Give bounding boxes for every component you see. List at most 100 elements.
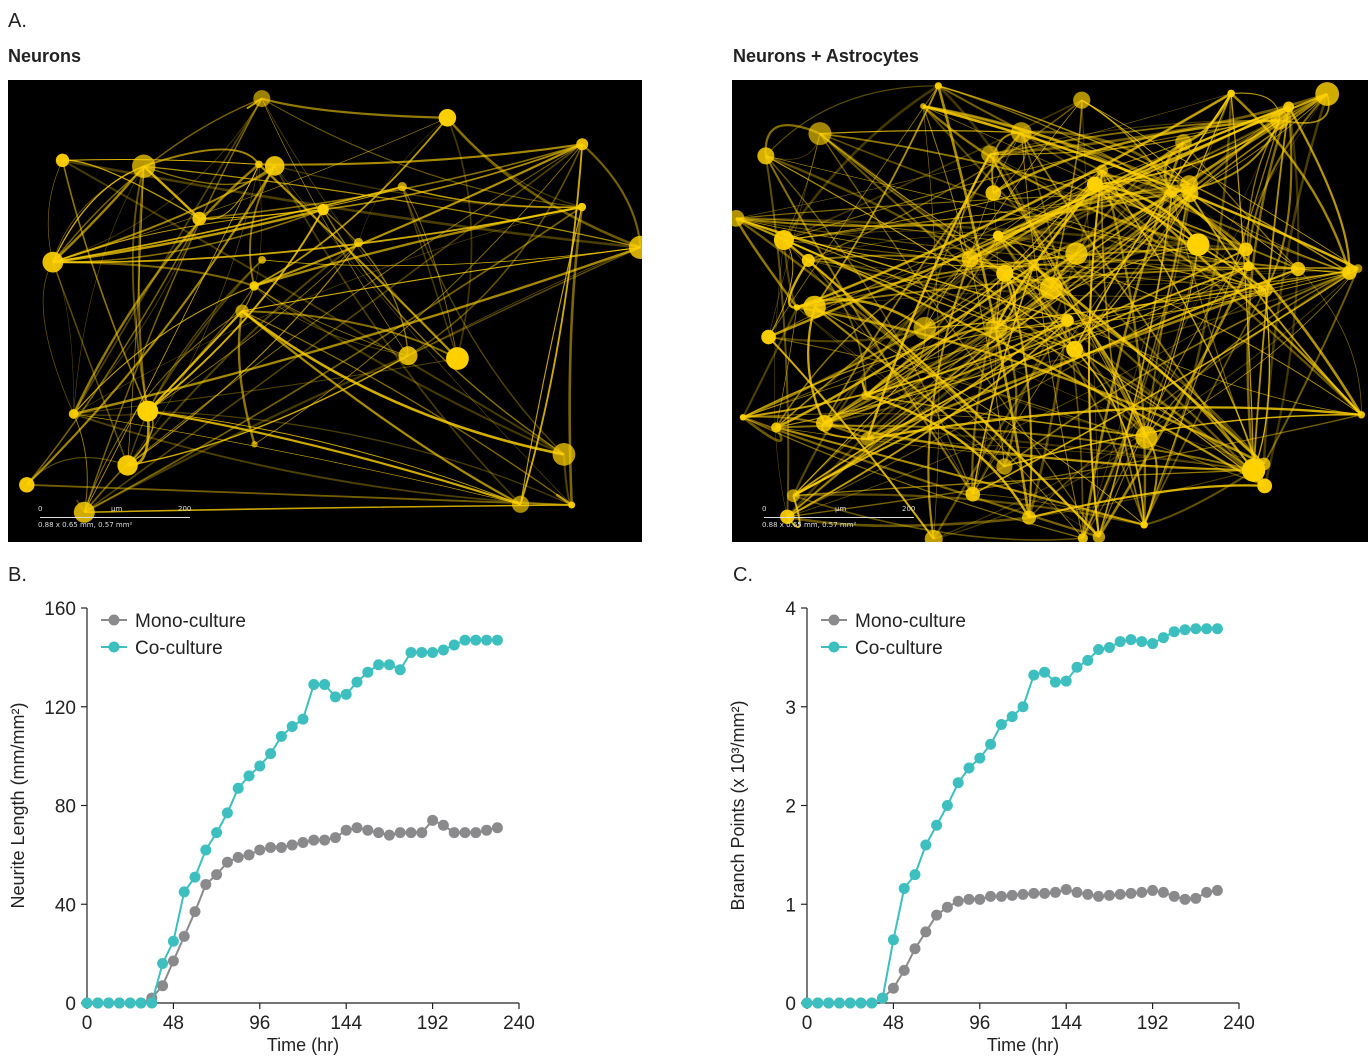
data-point <box>1136 886 1148 898</box>
data-point <box>1114 636 1126 648</box>
cell-body <box>985 185 1002 201</box>
data-point <box>1125 634 1137 646</box>
neurite-fiber <box>775 169 1103 428</box>
neurite-fiber <box>765 85 939 157</box>
neurite-fiber <box>865 327 997 397</box>
neurite-fiber <box>1287 106 1351 273</box>
scale-max: 200 <box>178 505 192 513</box>
data-point <box>941 901 953 913</box>
data-point <box>275 841 287 853</box>
legend-marker <box>828 641 840 653</box>
neurite-fiber <box>989 106 1289 155</box>
neurite-fiber <box>922 105 1005 467</box>
data-point <box>941 800 953 811</box>
cell-body <box>576 138 589 151</box>
scale-unit: µm <box>835 505 847 513</box>
data-point <box>823 997 835 1009</box>
cell-body <box>397 182 407 192</box>
cell-body <box>861 390 871 401</box>
data-point <box>481 634 493 646</box>
data-point <box>1082 654 1094 666</box>
neurite-fiber <box>787 515 1030 528</box>
x-tick-label: 48 <box>163 1013 184 1034</box>
neurite-length-chart: 0 48 96 144 192 240 0 40 80 120 160 Time (hr) Neurit… <box>8 599 535 1055</box>
data-point <box>1028 669 1040 681</box>
cell-body <box>1061 314 1074 327</box>
neurite-fiber <box>768 85 939 338</box>
data-point <box>308 834 320 846</box>
series-co-culture <box>81 634 503 1009</box>
neurite-fiber <box>258 163 459 360</box>
cell-body <box>42 251 64 273</box>
neurite-fiber <box>42 261 75 415</box>
cell-body <box>1135 425 1158 449</box>
neurite-fiber <box>1028 484 1265 519</box>
y-tick-label: 160 <box>44 599 76 620</box>
neurite-fiber <box>73 246 641 416</box>
neurite-fiber <box>72 163 260 415</box>
data-point <box>135 997 147 1009</box>
cell-body <box>446 347 469 370</box>
neurite-fiber <box>83 354 409 514</box>
cell-body <box>1353 264 1363 273</box>
data-point <box>167 935 179 947</box>
cell-body <box>786 489 800 503</box>
data-point <box>1168 890 1180 902</box>
neurite-fiber <box>972 183 1190 495</box>
data-point <box>491 634 503 646</box>
scale-area: 0.88 x 0.65 mm, 0.57 mm² <box>38 521 133 529</box>
neurite-fiber <box>401 186 459 359</box>
neurite-fiber <box>808 235 999 261</box>
neurite-fiber <box>1073 348 1145 525</box>
cell-body <box>961 250 979 268</box>
neurite-fiber <box>823 183 1096 424</box>
neurite-fiber <box>241 310 565 456</box>
cell-body <box>251 441 258 448</box>
neurite-fiber <box>776 424 1254 472</box>
data-point <box>265 841 277 853</box>
neurite-fiber <box>52 165 145 263</box>
neurite-fiber <box>933 268 1359 540</box>
neurite-fiber <box>786 319 1069 518</box>
legend-label: Co-culture <box>855 638 943 659</box>
neurite-fiber <box>775 426 1145 526</box>
neurite-fiber <box>867 192 1173 440</box>
cell-body <box>1066 340 1084 358</box>
data-point <box>200 844 212 856</box>
neurite-fiber <box>1094 183 1266 291</box>
cell-body <box>860 432 875 446</box>
data-point <box>887 934 899 946</box>
data-point <box>1060 883 1072 895</box>
neurite-fiber <box>1190 93 1328 195</box>
data-point <box>448 827 460 839</box>
neurite-fiber <box>1143 93 1233 526</box>
data-point <box>1049 676 1061 688</box>
series-mono-culture <box>801 883 1223 1009</box>
data-point <box>952 895 964 907</box>
neurite-fiber <box>147 410 521 505</box>
x-axis-label: Time (hr) <box>267 1035 339 1055</box>
legend-marker <box>108 641 120 653</box>
neurite-fiber <box>52 117 448 263</box>
neurite-fiber <box>253 164 262 287</box>
data-point <box>319 679 331 691</box>
data-point <box>1136 636 1148 648</box>
data-point <box>995 890 1007 902</box>
x-tick-label: 144 <box>1050 1013 1082 1034</box>
data-point <box>405 827 417 839</box>
neurite-fiber <box>819 130 1022 135</box>
neurite-fiber <box>1082 93 1328 539</box>
x-tick-label: 0 <box>82 1013 93 1034</box>
data-point <box>200 879 212 890</box>
branch-points-chart: 0 48 96 144 192 240 0 1 2 3 4 Time (hr) Branch Point… <box>728 599 1255 1055</box>
neurite-fiber <box>73 206 582 415</box>
neurite-fiber <box>989 153 1266 291</box>
neurite-fiber <box>253 285 409 357</box>
x-tick-label: 192 <box>417 1013 449 1034</box>
panel-a-label: A. <box>8 10 27 32</box>
neurite-fiber <box>765 155 974 495</box>
x-tick-label: 48 <box>883 1013 904 1034</box>
data-point <box>254 844 266 856</box>
cell-body <box>1028 260 1040 272</box>
neurite-fiber <box>932 319 1069 540</box>
